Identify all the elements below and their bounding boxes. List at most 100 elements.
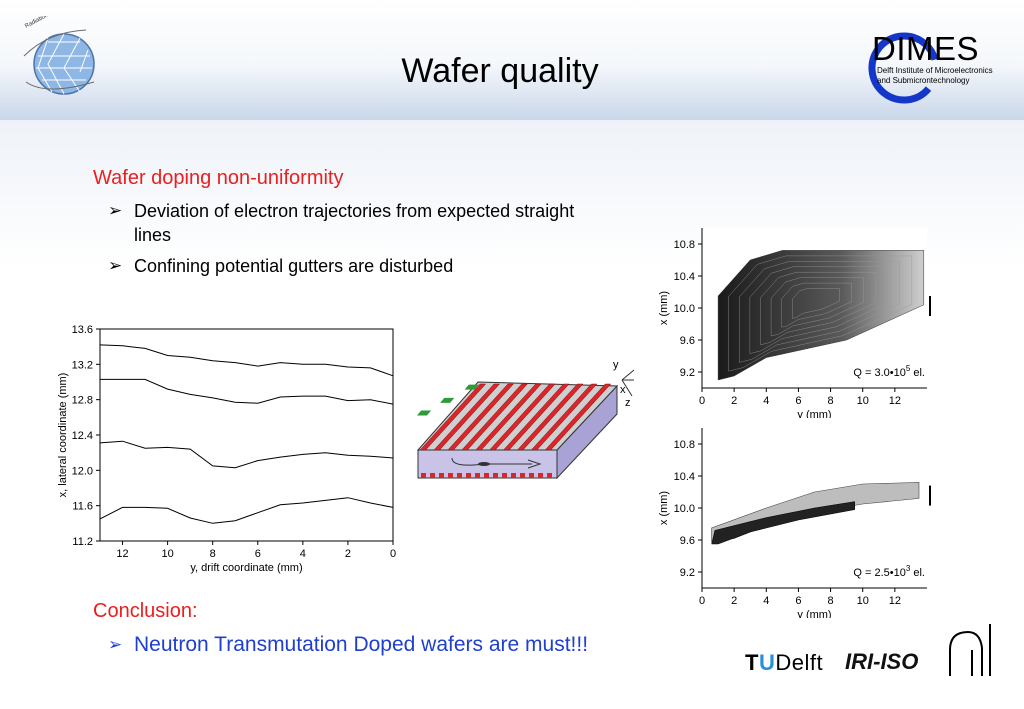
header-band [0,0,1024,120]
charge-cloud [717,250,925,381]
dimes-subtitle-line2: and Submicrontechnology [877,76,970,85]
y-tick-label: 10.8 [674,439,695,451]
y-tick-label: 10.4 [674,471,695,483]
contour-line [792,288,840,319]
tudelft-t: T [745,650,759,675]
radiation-technology-logo: Radiation Technology [23,16,95,95]
green-strip [416,410,432,416]
charge-map-low: 9.2 9.6 10.0 10.4 10.8 0 2 4 6 8 10 12 y (mm) x (mm) Q… [658,428,931,618]
bullet-2: ➢ Confining potential gutters are distur… [108,254,604,278]
red-strip [475,383,542,451]
y-tick-label: 9.2 [680,567,695,579]
contour-line [781,282,852,328]
tudelft-u: U [758,650,776,675]
y-tick-label: 9.2 [680,367,695,379]
x-axis-label: y, drift coordinate (mm) [190,562,302,574]
x-axis-label: y (mm) [797,609,831,618]
x-tick-label: 0 [699,395,705,407]
arrow-bullet-icon: ➢ [108,256,123,275]
bullet-1-text: Deviation of electron trajectories from … [134,201,575,245]
bullet-1: ➢ Deviation of electron trajectories fro… [108,199,604,247]
x-tick-label: 8 [828,595,834,607]
triad-y-label: y [613,360,619,371]
x-tick-label: 2 [731,595,737,607]
axis-triad [621,369,635,397]
y-tick-label: 13.2 [72,359,93,371]
x-tick-label: 10 [857,395,869,407]
x-tick-label: 10 [857,595,869,607]
triad-x-label: x [620,384,626,396]
green-strip [440,397,455,403]
x-tick-label: 12 [889,595,901,607]
conclusion-bullet: ➢ Neutron Transmutation Doped wafers are… [108,633,694,657]
bottom-strips [421,473,552,478]
x-tick-label: 6 [795,595,801,607]
trajectory-line-2 [100,378,394,405]
y-tick-label: 9.6 [680,335,695,347]
y-tick-label: 11.6 [72,501,93,513]
x-tick-label: 2 [731,395,737,407]
red-strip [502,383,570,451]
tudelft-logo: TUDelft [745,650,823,676]
plot-frame [99,328,394,542]
contour-line [739,261,900,363]
triad-z-label: z [625,397,631,409]
reactor-icon [949,624,991,676]
y-tick-label: 13.6 [72,324,93,336]
red-strip [461,383,528,451]
y-tick-label: 11.2 [72,536,93,548]
iri-iso-logo: IRI-ISO [845,649,919,674]
y-axis-label: x, lateral coordinate (mm) [57,373,69,498]
y-tick-label: 10.0 [674,303,695,315]
charge-map-high: 9.2 9.6 10.0 10.4 10.8 0 2 4 6 8 10 12 y (mm) x (mm) Q… [658,228,931,418]
x-axis-label: y (mm) [797,409,831,418]
charge-band-dark [711,501,855,545]
charge-annotation: Q = 2.5•103 el. [853,564,925,579]
red-strip [433,383,501,451]
x-tick-label: 0 [699,595,705,607]
x-tick-label: 4 [300,548,306,560]
red-strip [489,383,556,451]
x-tick-label: 0 [390,548,396,560]
conclusion-bullet-text: Neutron Transmutation Doped wafers are m… [134,633,589,656]
red-strip [516,383,584,451]
y-tick-label: 12.8 [72,395,93,407]
x-tick-label: 8 [828,395,834,407]
contour-line [749,266,888,354]
arrow-bullet-icon: ➢ [108,201,123,220]
arrow-bullet-icon: ➢ [108,635,123,654]
strip-group [416,383,612,451]
tudelft-delft: Delft [775,650,824,675]
x-tick-label: 10 [161,548,173,560]
conclusion-heading: Conclusion: [93,600,198,622]
x-tick-label: 4 [763,595,769,607]
contour-line [770,277,864,337]
x-tick-label: 6 [255,548,261,560]
y-tick-label: 10.8 [674,239,695,251]
section-heading: Wafer doping non-uniformity [93,167,344,189]
green-strip [464,384,479,390]
contour-line [760,272,876,346]
x-tick-label: 2 [345,548,351,560]
trajectory-line-3 [99,440,394,469]
x-tick-label: 6 [795,395,801,407]
slide-title: Wafer quality [401,52,599,90]
contour-line [728,255,912,372]
dimes-subtitle-line1: Delft Institute of Microelectronics [877,66,993,75]
red-strip [544,383,612,451]
dimes-name: DIMES [872,30,980,67]
y-axis-label: x (mm) [658,491,670,525]
red-strip [447,383,515,451]
x-tick-label: 4 [763,395,769,407]
trajectory-line-1 [99,344,394,377]
x-tick-label: 8 [210,548,216,560]
edge-marker [929,485,931,506]
y-axis-label: x (mm) [658,291,670,325]
trajectory-chart: 11.2 11.6 12.0 12.4 12.8 13.2 13.6 12 10 8 6 4 2 0 y, … [57,324,396,574]
y-tick-label: 10.4 [674,271,695,283]
y-tick-label: 10.0 [674,503,695,515]
y-tick-label: 12.4 [72,430,93,442]
y-tick-label: 12.0 [72,465,93,477]
x-tick-label: 12 [116,548,128,560]
charge-annotation: Q = 3.0•105 el. [853,364,925,379]
